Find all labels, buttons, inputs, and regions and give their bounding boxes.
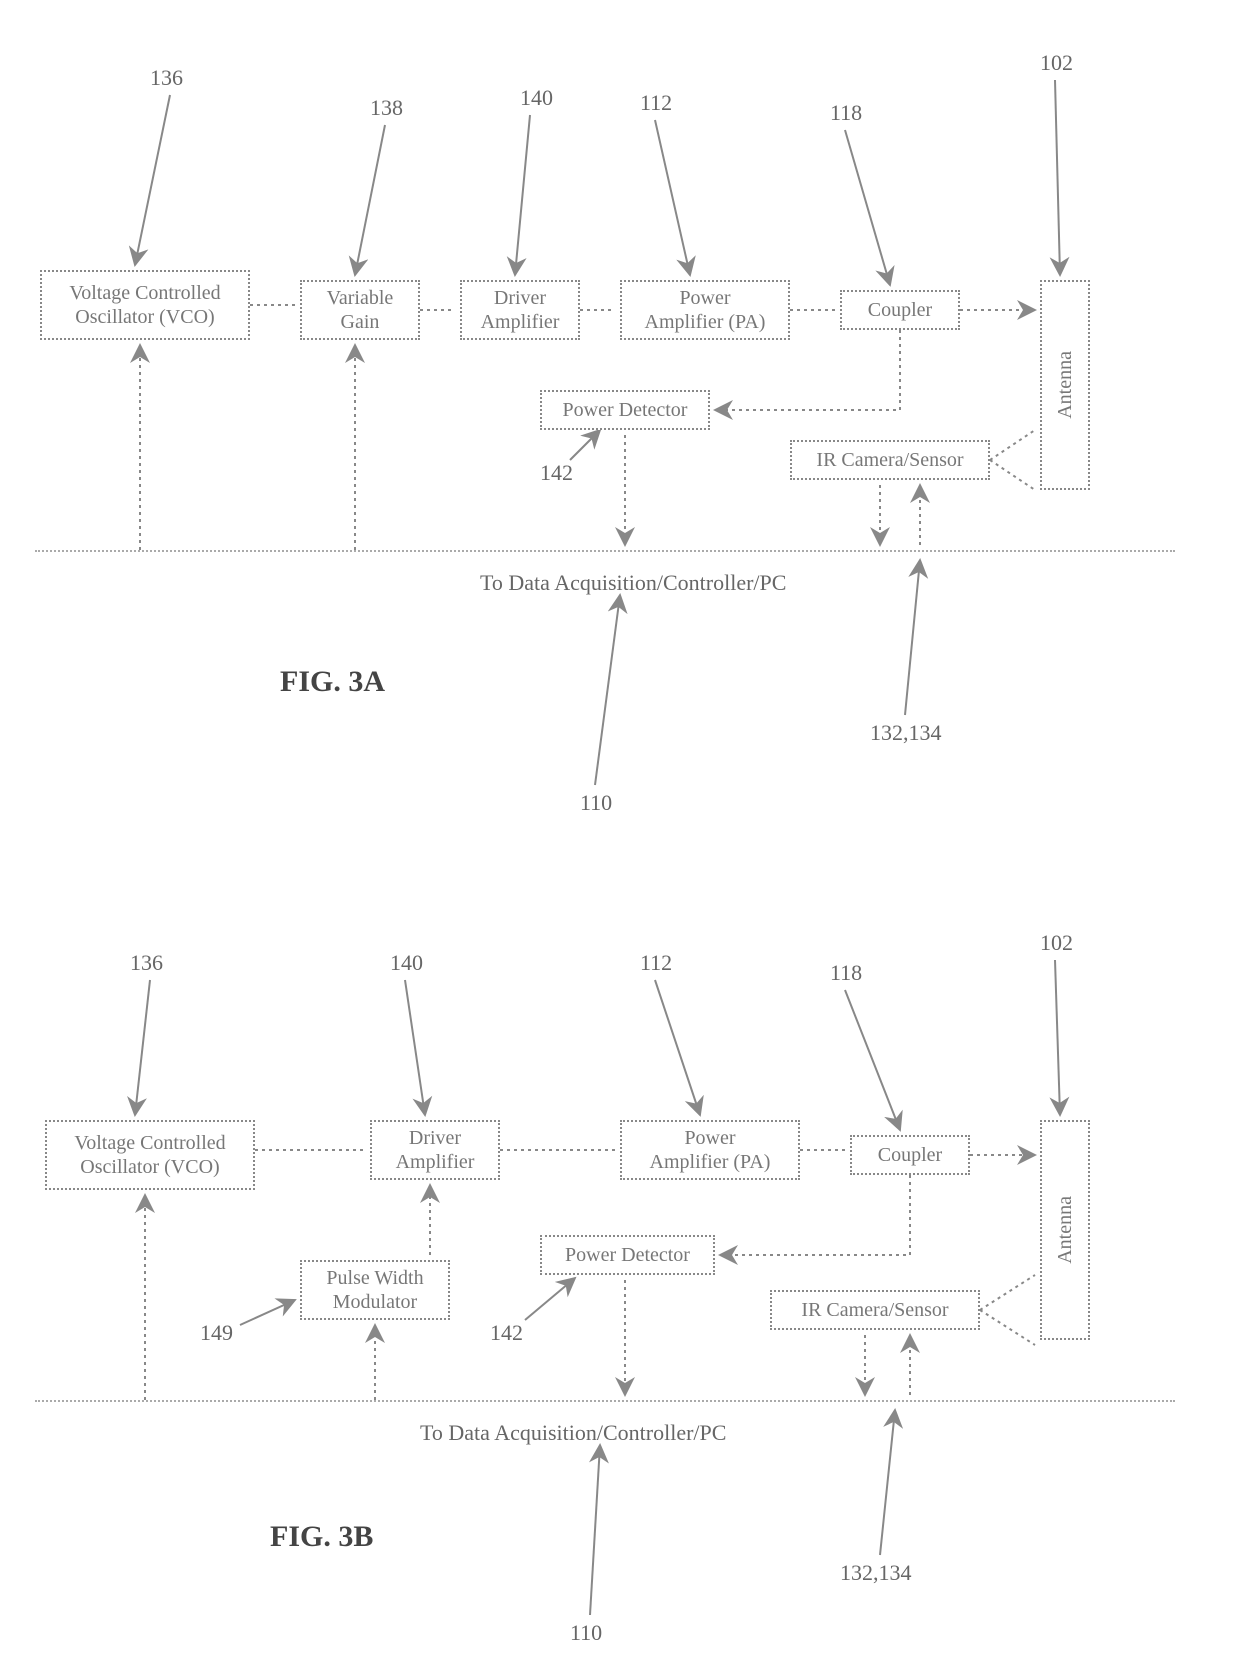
figA-box-ir: IR Camera/Sensor <box>790 440 990 480</box>
figB-ref-r102: 102 <box>1040 930 1073 956</box>
fig-a-bottom-label: To Data Acquisition/Controller/PC <box>480 570 786 596</box>
figA-ref-r112: 112 <box>640 90 672 116</box>
figB-box-pwm: Pulse Width Modulator <box>300 1260 450 1320</box>
figB-box-vco: Voltage Controlled Oscillator (VCO) <box>45 1120 255 1190</box>
figA-ref-r132: 132,134 <box>870 720 942 746</box>
figB-box-coup: Coupler <box>850 1135 970 1175</box>
fig-b-bottom-label: To Data Acquisition/Controller/PC <box>420 1420 726 1446</box>
figA-box-pa: Power Amplifier (PA) <box>620 280 790 340</box>
figA-box-pd: Power Detector <box>540 390 710 430</box>
figA-ref-r142: 142 <box>540 460 573 486</box>
figB-box-drv: Driver Amplifier <box>370 1120 500 1180</box>
fig-b-baseline <box>35 1400 1175 1402</box>
figB-ref-r149: 149 <box>200 1320 233 1346</box>
figA-ref-r140: 140 <box>520 85 553 111</box>
figA-box-gain: Variable Gain <box>300 280 420 340</box>
figA-ref-r138: 138 <box>370 95 403 121</box>
figA-ref-r102: 102 <box>1040 50 1073 76</box>
figB-ref-r140: 140 <box>390 950 423 976</box>
figB-ref-r112: 112 <box>640 950 672 976</box>
fig-a-baseline <box>35 550 1175 552</box>
fig-b-title: FIG. 3B <box>270 1520 373 1554</box>
figB-ref-r142: 142 <box>490 1320 523 1346</box>
figA-box-ant: Antenna <box>1040 280 1090 490</box>
figB-box-pa: Power Amplifier (PA) <box>620 1120 800 1180</box>
figB-ref-r118: 118 <box>830 960 862 986</box>
figB-ref-r132: 132,134 <box>840 1560 912 1586</box>
figA-ref-r136: 136 <box>150 65 183 91</box>
figA-ref-r118: 118 <box>830 100 862 126</box>
figA-box-drv: Driver Amplifier <box>460 280 580 340</box>
fig-a-title: FIG. 3A <box>280 665 385 699</box>
figB-box-ant: Antenna <box>1040 1120 1090 1340</box>
figB-ref-r136: 136 <box>130 950 163 976</box>
figB-box-ir: IR Camera/Sensor <box>770 1290 980 1330</box>
figB-box-pd: Power Detector <box>540 1235 715 1275</box>
figA-box-coup: Coupler <box>840 290 960 330</box>
figB-ref-r110: 110 <box>570 1620 602 1646</box>
figA-ref-r110: 110 <box>580 790 612 816</box>
figA-box-vco: Voltage Controlled Oscillator (VCO) <box>40 270 250 340</box>
